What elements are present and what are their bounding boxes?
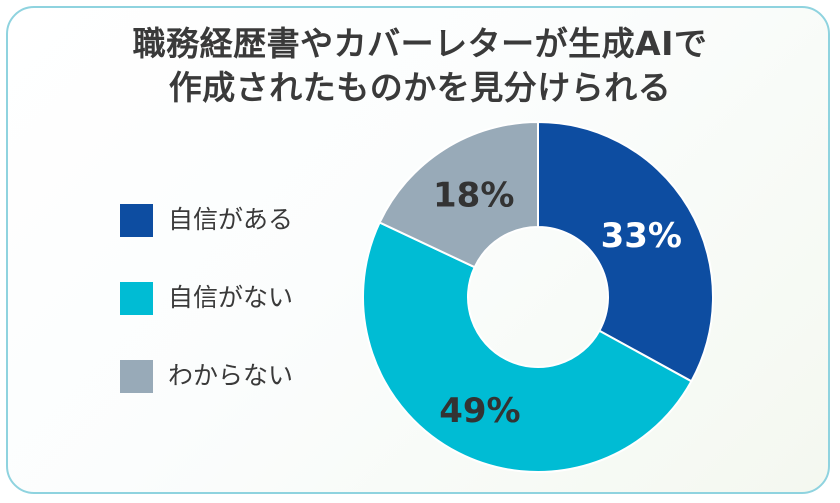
legend-label-confident: 自信がある [168, 205, 294, 234]
donut-label-dont-know: 18% [433, 176, 514, 216]
legend-item-dont-know: わからない [120, 356, 380, 396]
legend-item-not-confident: 自信がない [120, 278, 380, 318]
donut-label-not-confident: 49% [439, 391, 520, 431]
legend-swatch-not-confident [120, 282, 153, 315]
chart-title: 職務経歴書やカバーレターが生成AIで 作成されたものかを見分けられる [0, 22, 840, 110]
donut-slice-dont-know [378, 120, 539, 269]
legend-swatch-dont-know [120, 360, 153, 393]
chart-title-line-2: 作成されたものかを見分けられる [168, 68, 672, 107]
legend-item-confident: 自信がある [120, 200, 380, 240]
legend-label-not-confident: 自信がない [168, 283, 294, 312]
donut-slice-confident [537, 120, 714, 383]
chart-title-line-1: 職務経歴書やカバーレターが生成AIで [132, 24, 708, 63]
legend-label-dont-know: わからない [168, 361, 294, 390]
donut-slice-not-confident [361, 221, 693, 474]
donut-label-confident: 33% [601, 216, 682, 256]
legend-swatch-confident [120, 204, 153, 237]
